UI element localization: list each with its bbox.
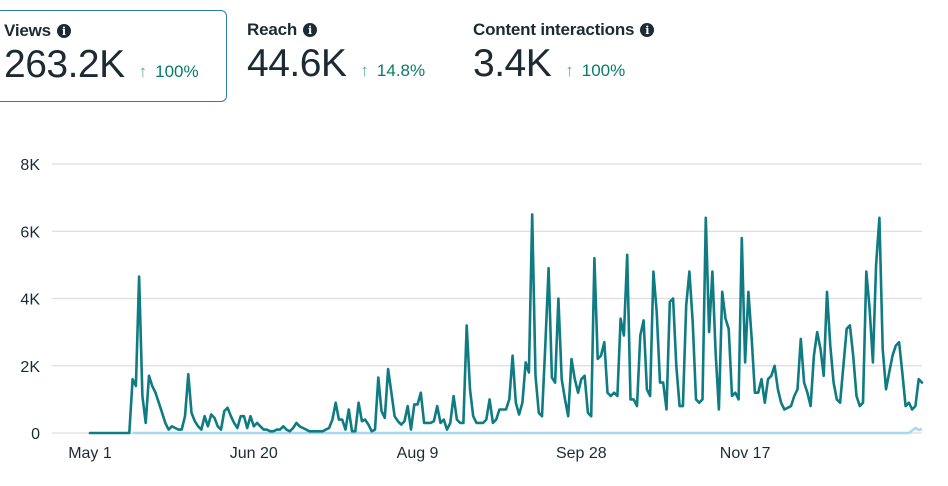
metric-delta: ↑ 100% [139,62,199,82]
x-tick-label: May 1 [68,445,112,462]
y-tick-label: 8K [20,157,40,174]
grid-lines [52,163,922,434]
metric-value: 263.2K [4,43,125,86]
metric-title: Views i [4,21,226,41]
metric-title: Content interactions i [473,20,733,40]
arrow-up-icon: ↑ [138,62,148,81]
series-lines [88,213,924,435]
metric-value: 3.4K [473,42,552,85]
y-tick-label: 2K [20,359,40,376]
x-tick-label: Nov 17 [720,445,771,462]
y-axis-labels: 0 2K 4K 6K 8K [20,157,40,443]
info-icon[interactable]: i [303,23,318,37]
metric-card-views[interactable]: Views i 263.2K ↑ 100% [0,10,227,102]
metric-delta-text: 100% [155,62,199,81]
metric-title-text: Content interactions [473,20,635,39]
y-tick-label: 4K [20,292,40,309]
x-tick-label: Sep 28 [556,445,607,462]
x-tick-label: Jun 20 [230,445,278,462]
metric-value: 44.6K [247,42,347,85]
info-icon[interactable]: i [640,23,655,37]
metric-delta: ↑ 14.8% [360,61,425,81]
metric-card-reach[interactable]: Reach i 44.6K ↑ 14.8% [247,10,457,102]
info-icon[interactable]: i [56,24,71,38]
series-line-baseline [132,426,923,435]
metric-title: Reach i [247,20,457,40]
metric-delta-text: 100% [581,61,626,80]
y-tick-label: 6K [20,224,40,241]
metric-title-text: Reach [247,20,298,39]
metric-title-text: Views [4,21,51,40]
series-line-views [88,213,924,435]
x-tick-label: Aug 9 [397,445,439,462]
metric-delta-text: 14.8% [376,61,426,80]
metric-cards: Views i 263.2K ↑ 100% Reach i 44.6K ↑ 14… [0,10,655,102]
metric-card-content-interactions[interactable]: Content interactions i 3.4K ↑ 100% [473,10,733,102]
chart-svg: 0 2K 4K 6K 8K May 1 Jun 20 Aug 9 Sep 28 Nov 17 [20,157,924,462]
arrow-up-icon: ↑ [565,61,574,80]
y-tick-label: 0 [31,426,40,443]
views-line-chart: 0 2K 4K 6K 8K May 1 Jun 20 Aug 9 Sep 28 Nov 17 [0,140,948,486]
arrow-up-icon: ↑ [360,61,369,80]
x-axis-labels: May 1 Jun 20 Aug 9 Sep 28 Nov 17 [68,445,770,462]
metric-delta: ↑ 100% [565,61,625,81]
